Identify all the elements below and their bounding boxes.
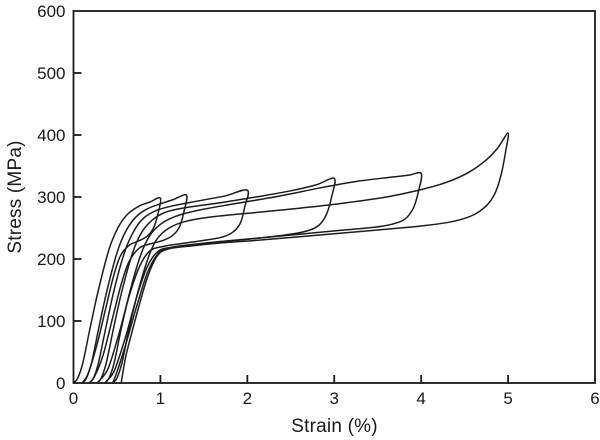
y-tick-label: 300: [37, 188, 65, 207]
y-tick-label: 200: [37, 250, 65, 269]
hysteresis-loop-cycle-3-peak-2.0pct: [88, 189, 250, 384]
hysteresis-loop-cycle-6-peak-5.0pct: [111, 132, 510, 384]
y-tick-label: 500: [37, 64, 65, 83]
y-tick-label: 0: [56, 374, 65, 393]
x-tick-label: 4: [416, 389, 425, 408]
y-tick-label: 100: [37, 312, 65, 331]
x-tick-label: 3: [330, 389, 339, 408]
x-tick-label: 0: [69, 389, 78, 408]
x-tick-label: 6: [590, 389, 599, 408]
x-tick-label: 1: [156, 389, 165, 408]
y-tick-label: 400: [37, 126, 65, 145]
plot-border: [72, 10, 596, 384]
hysteresis-loop-cycle-1-peak-1.0pct: [72, 196, 162, 384]
hysteresis-loop-cycle-5-peak-4.0pct: [104, 171, 423, 384]
y-tick-label: 600: [37, 2, 65, 21]
hysteresis-loop-cycle-4-peak-3.0pct: [96, 177, 336, 384]
hysteresis-loop-cycle-2-peak-1.3pct: [81, 193, 188, 384]
x-tick-label: 2: [243, 389, 252, 408]
x-tick-label: 5: [503, 389, 512, 408]
x-axis-title: Strain (%): [291, 416, 378, 437]
y-axis-title: Stress (MPa): [5, 140, 26, 254]
